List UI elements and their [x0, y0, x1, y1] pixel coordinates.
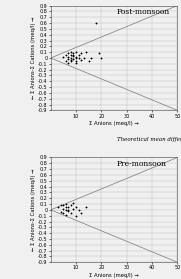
Point [100, 56, 103, 60]
Point [80, 57, 83, 62]
Point [80, 211, 83, 215]
Point [82, 56, 85, 60]
Point [90, 56, 93, 60]
Point [72, 57, 75, 61]
Point [67, 205, 70, 209]
Point [64, 59, 67, 63]
Point [62, 203, 65, 208]
Point [62, 55, 65, 59]
Point [59, 203, 62, 208]
Point [67, 60, 70, 65]
Point [64, 205, 67, 209]
X-axis label: Σ Anions (meq/l) →: Σ Anions (meq/l) → [89, 273, 139, 278]
Y-axis label: ← Σ Anions-Σ Cations (meq/l) →: ← Σ Anions-Σ Cations (meq/l) → [31, 17, 36, 99]
Point [72, 206, 75, 211]
Point [64, 212, 67, 217]
Point [64, 202, 67, 206]
Point [72, 51, 75, 56]
Point [85, 50, 88, 54]
Y-axis label: ← Σ Anions-Σ Cations (meq/l) →: ← Σ Anions-Σ Cations (meq/l) → [31, 169, 36, 251]
Point [62, 211, 65, 215]
Text: Theoretical mean difference: Theoretical mean difference [117, 136, 181, 141]
Point [70, 59, 72, 63]
Point [80, 51, 83, 56]
Point [75, 59, 77, 63]
Point [70, 57, 72, 62]
Point [77, 208, 80, 212]
Point [72, 53, 75, 57]
Point [72, 201, 75, 205]
Point [95, 21, 98, 25]
Point [75, 56, 77, 60]
Point [67, 209, 70, 213]
Point [97, 51, 100, 56]
Point [75, 50, 77, 54]
Point [72, 54, 75, 58]
Point [75, 213, 77, 218]
Point [75, 55, 77, 59]
Point [70, 56, 72, 60]
Point [70, 53, 72, 57]
X-axis label: Σ Anions (meq/l) →: Σ Anions (meq/l) → [89, 121, 139, 126]
Point [75, 205, 77, 209]
Point [67, 57, 70, 61]
Point [75, 60, 77, 65]
Point [67, 51, 70, 56]
Text: Post-monsoon: Post-monsoon [117, 8, 170, 16]
Point [70, 211, 72, 215]
Point [77, 56, 80, 60]
Point [64, 53, 67, 57]
Point [70, 50, 72, 54]
Text: Pre-monsoon: Pre-monsoon [117, 160, 167, 168]
Point [87, 59, 90, 63]
Point [67, 55, 70, 60]
Point [77, 53, 80, 57]
Point [57, 205, 60, 209]
Point [67, 208, 70, 212]
Point [64, 208, 67, 212]
Point [59, 210, 62, 214]
Point [85, 205, 88, 209]
Point [62, 206, 65, 211]
Point [70, 203, 72, 208]
